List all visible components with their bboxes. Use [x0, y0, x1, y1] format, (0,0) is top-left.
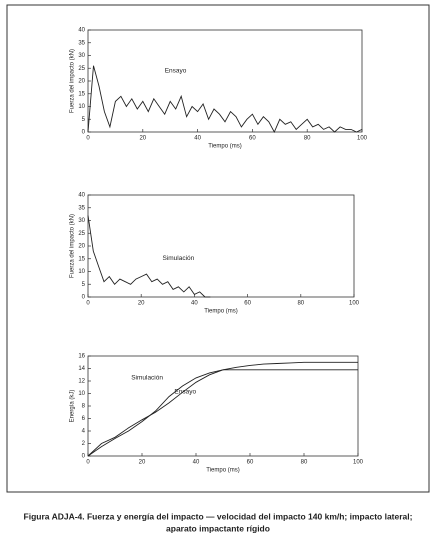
y-tick-label: 40: [78, 193, 85, 199]
data-line: [87, 65, 363, 134]
x-tick-label: 20: [139, 460, 146, 466]
y-tick-label: 15: [78, 91, 85, 97]
y-tick-label: 5: [82, 282, 86, 288]
y-tick-label: 6: [82, 416, 86, 422]
x-tick-label: 100: [357, 136, 368, 142]
series-label: Simulación: [162, 255, 194, 262]
y-tick-label: 5: [82, 117, 86, 123]
y-tick-label: 10: [78, 391, 85, 397]
plot-frame: [87, 29, 363, 133]
x-axis-label: Tiempo (ms): [208, 144, 241, 150]
x-tick-label: 40: [193, 460, 200, 466]
y-tick-label: 20: [78, 244, 85, 250]
x-tick-label: 40: [191, 301, 198, 307]
x-tick-label: 40: [194, 136, 201, 142]
series-label: Ensayo: [174, 389, 196, 396]
y-tick-label: 25: [78, 66, 85, 72]
x-tick-label: 0: [86, 136, 90, 142]
x-axis-label: Tiempo (ms): [206, 468, 239, 474]
y-tick-label: 14: [78, 366, 85, 372]
y-tick-label: 15: [78, 256, 85, 262]
plot-frame: [87, 194, 355, 298]
data-line: [87, 369, 358, 457]
caption: aparato impactante rígido: [166, 523, 270, 533]
y-tick-label: 30: [78, 53, 85, 59]
y-tick-label: 20: [78, 79, 85, 85]
y-tick-label: 12: [78, 379, 85, 385]
y-tick-label: 16: [78, 354, 85, 360]
y-axis-label: Fuerza del impacto (kN): [70, 49, 76, 113]
plot-frame: [87, 355, 359, 457]
y-tick-label: 0: [82, 130, 86, 136]
x-tick-label: 20: [138, 301, 145, 307]
y-tick-label: 35: [78, 205, 85, 211]
x-tick-label: 100: [353, 460, 364, 466]
y-tick-label: 0: [82, 295, 86, 301]
data-line: [87, 361, 358, 457]
y-tick-label: 2: [82, 441, 86, 447]
y-tick-label: 8: [82, 404, 86, 410]
x-tick-label: 80: [297, 301, 304, 307]
x-tick-label: 80: [301, 460, 308, 466]
x-tick-label: 80: [304, 136, 311, 142]
y-tick-label: 10: [78, 269, 85, 275]
y-tick-label: 25: [78, 231, 85, 237]
series-label: Ensayo: [165, 68, 187, 75]
y-tick-label: 30: [78, 218, 85, 224]
caption: Figura ADJA-4. Fuerza y energía del impa…: [24, 511, 413, 521]
series-label: Simulación: [131, 375, 163, 382]
x-tick-label: 0: [86, 301, 90, 307]
x-tick-label: 0: [86, 460, 90, 466]
y-axis-label: Fuerza del impacto (kN): [70, 214, 76, 278]
x-tick-label: 100: [349, 301, 360, 307]
y-axis-label: Energía (kJ): [70, 390, 76, 423]
figure-frame: [6, 4, 430, 493]
x-tick-label: 20: [139, 136, 146, 142]
data-line: [87, 215, 211, 298]
y-tick-label: 35: [78, 40, 85, 46]
x-tick-label: 60: [244, 301, 251, 307]
y-tick-label: 40: [78, 28, 85, 34]
y-tick-label: 10: [78, 104, 85, 110]
x-tick-label: 60: [249, 136, 256, 142]
y-tick-label: 4: [82, 429, 86, 435]
y-tick-label: 0: [82, 454, 86, 460]
x-tick-label: 60: [247, 460, 254, 466]
x-axis-label: Tiempo (ms): [204, 309, 237, 315]
